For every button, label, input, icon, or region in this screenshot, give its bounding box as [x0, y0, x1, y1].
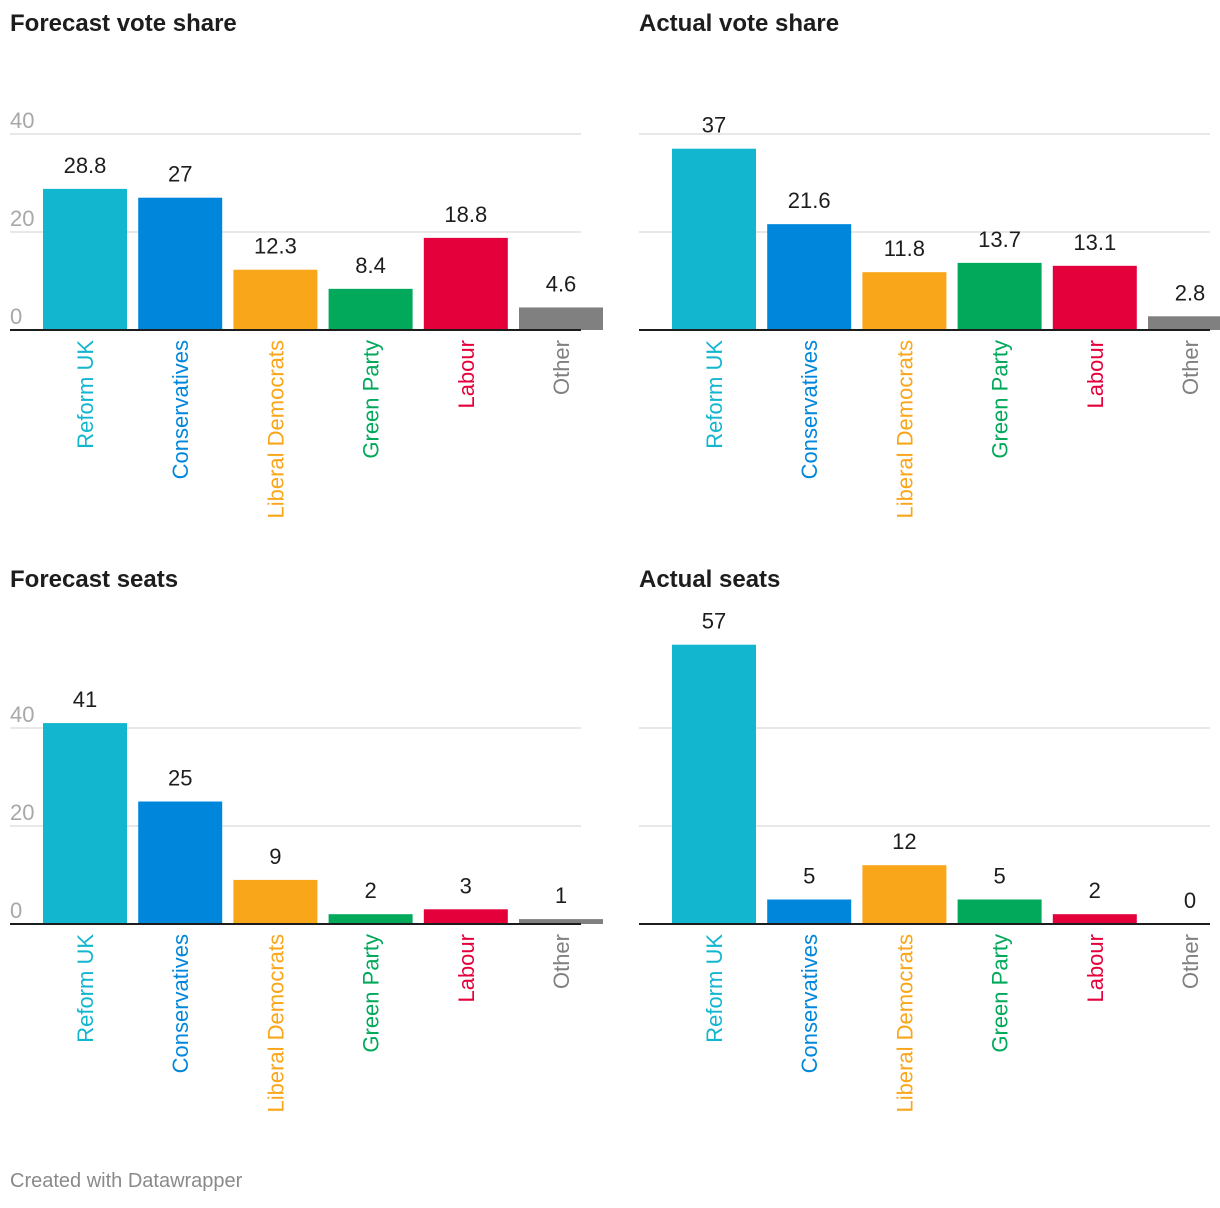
value-label-reform-uk: 28.8	[64, 153, 107, 178]
category-label-conservatives: Conservatives	[168, 934, 193, 1073]
bar-conservatives	[767, 224, 852, 330]
category-label-conservatives: Conservatives	[797, 340, 822, 479]
footer-credit: Created with Datawrapper	[10, 1170, 243, 1192]
bar-other	[1148, 316, 1220, 330]
chart-title-actual-seats: Actual seats	[639, 566, 781, 593]
category-label-liberal-democrats: Liberal Democrats	[263, 934, 288, 1113]
bar-labour	[423, 909, 508, 924]
y-tick-label: 20	[10, 800, 34, 825]
chart-title-forecast-seats: Forecast seats	[10, 566, 179, 593]
bar-conservatives	[767, 899, 852, 924]
category-label-reform-uk: Reform UK	[73, 934, 98, 1043]
bar-liberal-democrats	[862, 865, 947, 924]
value-label-conservatives: 21.6	[788, 188, 831, 213]
bar-green-party	[328, 288, 413, 330]
value-label-other: 1	[555, 883, 567, 908]
value-label-green-party: 13.7	[978, 227, 1021, 252]
y-tick-label: 0	[10, 898, 22, 923]
bar-reform-uk	[672, 644, 756, 924]
bar-liberal-democrats	[862, 272, 947, 330]
value-label-reform-uk: 37	[702, 113, 726, 138]
bar-other	[519, 307, 603, 330]
category-label-other: Other	[1178, 934, 1203, 989]
category-label-green-party: Green Party	[988, 340, 1013, 459]
chart-actual-seats: 57 Reform UK 5 Conservatives 12 Liberal Democ…	[639, 609, 1210, 1113]
value-label-conservatives: 27	[168, 162, 192, 187]
chart-title-forecast-vote-share: Forecast vote share	[10, 10, 237, 37]
value-label-labour: 2	[1089, 878, 1101, 903]
category-label-liberal-democrats: Liberal Democrats	[263, 340, 288, 519]
value-label-green-party: 8.4	[355, 253, 386, 278]
y-tick-label: 40	[10, 702, 34, 727]
category-label-other: Other	[549, 934, 574, 989]
bar-green-party	[328, 914, 413, 924]
bar-reform-uk	[43, 723, 127, 924]
category-label-labour: Labour	[454, 340, 479, 409]
value-label-liberal-democrats: 12.3	[254, 234, 297, 259]
bar-labour	[1052, 914, 1137, 924]
bar-green-party	[957, 899, 1042, 924]
value-label-reform-uk: 57	[702, 609, 726, 634]
bar-reform-uk	[672, 148, 756, 330]
category-label-conservatives: Conservatives	[797, 934, 822, 1073]
value-label-liberal-democrats: 9	[269, 844, 281, 869]
value-label-labour: 13.1	[1073, 230, 1116, 255]
bar-green-party	[957, 262, 1042, 330]
bar-labour	[1052, 265, 1137, 330]
bar-conservatives	[138, 801, 223, 924]
category-label-reform-uk: Reform UK	[73, 340, 98, 449]
chart-forecast-vote-share: 0 20 40 28.8 Reform UK 27 Conservatives 12.3 Lib…	[10, 108, 603, 519]
value-label-labour: 18.8	[444, 202, 487, 227]
category-label-liberal-democrats: Liberal Democrats	[892, 340, 917, 519]
chart-title-actual-vote-share: Actual vote share	[639, 10, 840, 37]
bar-conservatives	[138, 197, 223, 330]
category-label-labour: Labour	[454, 934, 479, 1003]
bar-liberal-democrats	[233, 269, 318, 330]
y-tick-label: 0	[10, 304, 22, 329]
value-label-liberal-democrats: 11.8	[884, 236, 925, 261]
category-label-reform-uk: Reform UK	[702, 934, 727, 1043]
category-label-conservatives: Conservatives	[168, 340, 193, 479]
value-label-other: 4.6	[546, 271, 577, 296]
category-label-labour: Labour	[1083, 934, 1108, 1003]
category-label-green-party: Green Party	[359, 340, 384, 459]
bar-labour	[423, 237, 508, 330]
category-label-other: Other	[1178, 340, 1203, 395]
value-label-conservatives: 5	[803, 864, 815, 889]
value-label-other: 2.8	[1175, 280, 1206, 305]
category-label-other: Other	[549, 340, 574, 395]
value-label-other: 0	[1184, 888, 1196, 913]
category-label-reform-uk: Reform UK	[702, 340, 727, 449]
value-label-green-party: 2	[364, 878, 376, 903]
value-label-liberal-democrats: 12	[892, 829, 916, 854]
bar-reform-uk	[43, 188, 127, 330]
value-label-green-party: 5	[993, 864, 1005, 889]
value-label-conservatives: 25	[168, 766, 192, 791]
category-label-labour: Labour	[1083, 340, 1108, 409]
category-label-green-party: Green Party	[359, 934, 384, 1053]
chart-forecast-seats: 0 20 40 41 Reform UK 25 Conservatives 9 Liberal …	[10, 687, 603, 1113]
value-label-reform-uk: 41	[73, 687, 97, 712]
value-label-labour: 3	[460, 873, 472, 898]
bar-other	[519, 919, 603, 924]
y-tick-label: 20	[10, 206, 34, 231]
category-label-liberal-democrats: Liberal Democrats	[892, 934, 917, 1113]
bar-liberal-democrats	[233, 879, 318, 924]
chart-actual-vote-share: 37 Reform UK 21.6 Conservatives 11.8 Liberal …	[639, 113, 1220, 519]
y-tick-label: 40	[10, 108, 34, 133]
category-label-green-party: Green Party	[988, 934, 1013, 1053]
